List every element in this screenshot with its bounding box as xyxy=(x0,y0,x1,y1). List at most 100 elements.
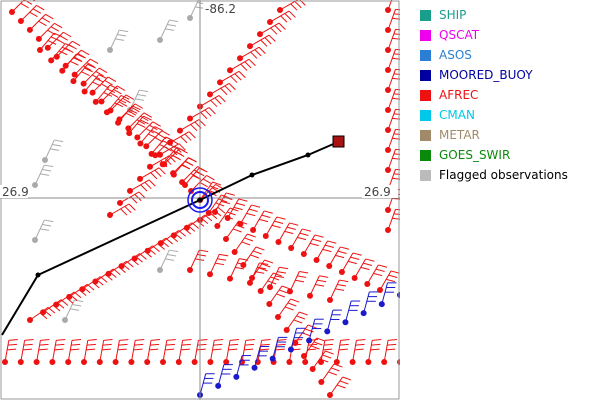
track-point xyxy=(249,172,255,178)
afrec-barb xyxy=(237,204,261,227)
afrec-barb xyxy=(364,264,388,287)
legend-item-flagged[interactable]: Flagged observations xyxy=(420,165,568,185)
afrec-barb xyxy=(327,279,349,303)
lat-label-left-bg xyxy=(0,185,28,198)
buoy-barb xyxy=(360,291,379,317)
afrec-barb xyxy=(96,339,113,365)
afrec-barb xyxy=(65,339,82,365)
afrec-barb xyxy=(147,155,176,170)
afrec-barb xyxy=(247,34,276,50)
afrec-barb xyxy=(48,43,74,64)
afrec-barb xyxy=(338,252,362,275)
afrec-barb xyxy=(302,339,319,365)
afrec-barb xyxy=(237,46,266,62)
afrec-barb xyxy=(385,108,405,133)
moored-buoy-swatch xyxy=(420,69,431,81)
legend-item-asos[interactable]: ASOS xyxy=(420,45,472,65)
buoy-barb xyxy=(215,364,233,389)
afrec-barb xyxy=(257,22,286,38)
afrec-barb xyxy=(49,339,66,365)
moored-buoy-layer xyxy=(197,273,415,398)
afrec-barb xyxy=(112,339,129,365)
legend-item-goes-swir[interactable]: GOES_SWIR xyxy=(420,145,510,165)
afrec-barb xyxy=(239,339,255,365)
buoy-barb xyxy=(233,355,252,380)
afrec-barb xyxy=(275,298,300,320)
afrec-barb xyxy=(300,234,324,257)
afrec-barb xyxy=(92,84,119,105)
afrec-barb xyxy=(27,306,56,323)
legend-item-qscat[interactable]: QSCAT xyxy=(420,25,479,45)
afrec-observations-layer xyxy=(2,0,413,398)
storm-track xyxy=(1,135,345,336)
legend-item-moored-buoy[interactable]: MOORED_BUOY xyxy=(420,65,533,85)
legend: SHIP QSCAT ASOS MOORED_BUOY AFREC CMAN M… xyxy=(420,0,600,400)
afrec-barb xyxy=(17,4,45,24)
afrec-barb xyxy=(89,76,117,96)
legend-label-moored-buoy: MOORED_BUOY xyxy=(439,68,533,82)
afrec-barb xyxy=(385,128,405,153)
afrec-barb xyxy=(148,136,175,157)
legend-label-qscat: QSCAT xyxy=(439,28,480,42)
afrec-barb xyxy=(188,175,215,195)
legend-item-cman[interactable]: CMAN xyxy=(420,105,475,125)
afrec-barb xyxy=(177,119,206,134)
map-panel[interactable]: -86.2 26.9 26.9 xyxy=(0,0,415,400)
storm-center-ring xyxy=(187,187,213,213)
buoy-barb xyxy=(287,327,306,353)
afrec-barb xyxy=(115,105,141,126)
legend-label-metar: METAR xyxy=(439,128,480,142)
flagged-barb xyxy=(107,29,129,53)
legend-label-flagged: Flagged observations xyxy=(439,168,568,182)
afrec-barb xyxy=(287,270,309,295)
storm-end-marker[interactable] xyxy=(332,135,345,148)
afrec-barb xyxy=(313,240,337,263)
map-canvas[interactable]: -86.2 26.9 26.9 xyxy=(0,0,415,400)
afrec-barb xyxy=(327,376,352,398)
buoy-barb xyxy=(251,345,270,371)
legend-item-afrec[interactable]: AFREC xyxy=(420,85,478,105)
afrec-barb xyxy=(365,339,382,365)
afrec-barb xyxy=(70,63,96,85)
buoy-barb xyxy=(269,336,288,362)
flagged-barb xyxy=(42,139,64,163)
afrec-barb xyxy=(59,53,85,74)
afrec-swatch xyxy=(420,89,431,101)
afrec-barb xyxy=(2,339,18,365)
storm-center-marker[interactable] xyxy=(191,191,209,209)
afrec-barb xyxy=(267,266,289,291)
afrec-barb xyxy=(207,253,229,278)
afrec-barb xyxy=(288,228,311,251)
afrec-barb xyxy=(35,22,63,42)
afrec-barb xyxy=(134,121,161,141)
afrec-barb xyxy=(275,222,299,245)
storm-track-line xyxy=(1,141,339,336)
afrec-barb xyxy=(283,311,308,333)
afrec-barb xyxy=(9,0,36,15)
metar-swatch xyxy=(420,129,431,141)
afrec-barb xyxy=(385,68,405,93)
afrec-barb xyxy=(137,167,166,182)
legend-item-ship[interactable]: SHIP xyxy=(420,5,466,25)
afrec-barb xyxy=(127,179,156,194)
track-point xyxy=(197,197,203,203)
afrec-barb xyxy=(224,198,248,221)
afrec-barb xyxy=(333,339,350,365)
afrec-barb xyxy=(103,95,130,116)
afrec-barb xyxy=(144,339,161,365)
flagged-barb xyxy=(62,299,84,323)
afrec-barb xyxy=(377,270,400,293)
legend-item-metar[interactable]: METAR xyxy=(420,125,480,145)
afrec-barb xyxy=(257,272,282,294)
flagged-observations-layer xyxy=(32,0,209,323)
afrec-barb xyxy=(247,262,269,286)
afrec-barb xyxy=(266,285,291,307)
afrec-barb xyxy=(307,275,329,299)
track-point xyxy=(305,152,311,158)
latitude-label-right: 26.9 xyxy=(364,185,391,199)
ship-swatch xyxy=(420,9,431,21)
afrec-barb xyxy=(126,115,152,137)
asos-swatch xyxy=(420,49,431,61)
afrec-barb xyxy=(231,233,256,255)
longitude-label: -86.2 xyxy=(205,2,236,16)
